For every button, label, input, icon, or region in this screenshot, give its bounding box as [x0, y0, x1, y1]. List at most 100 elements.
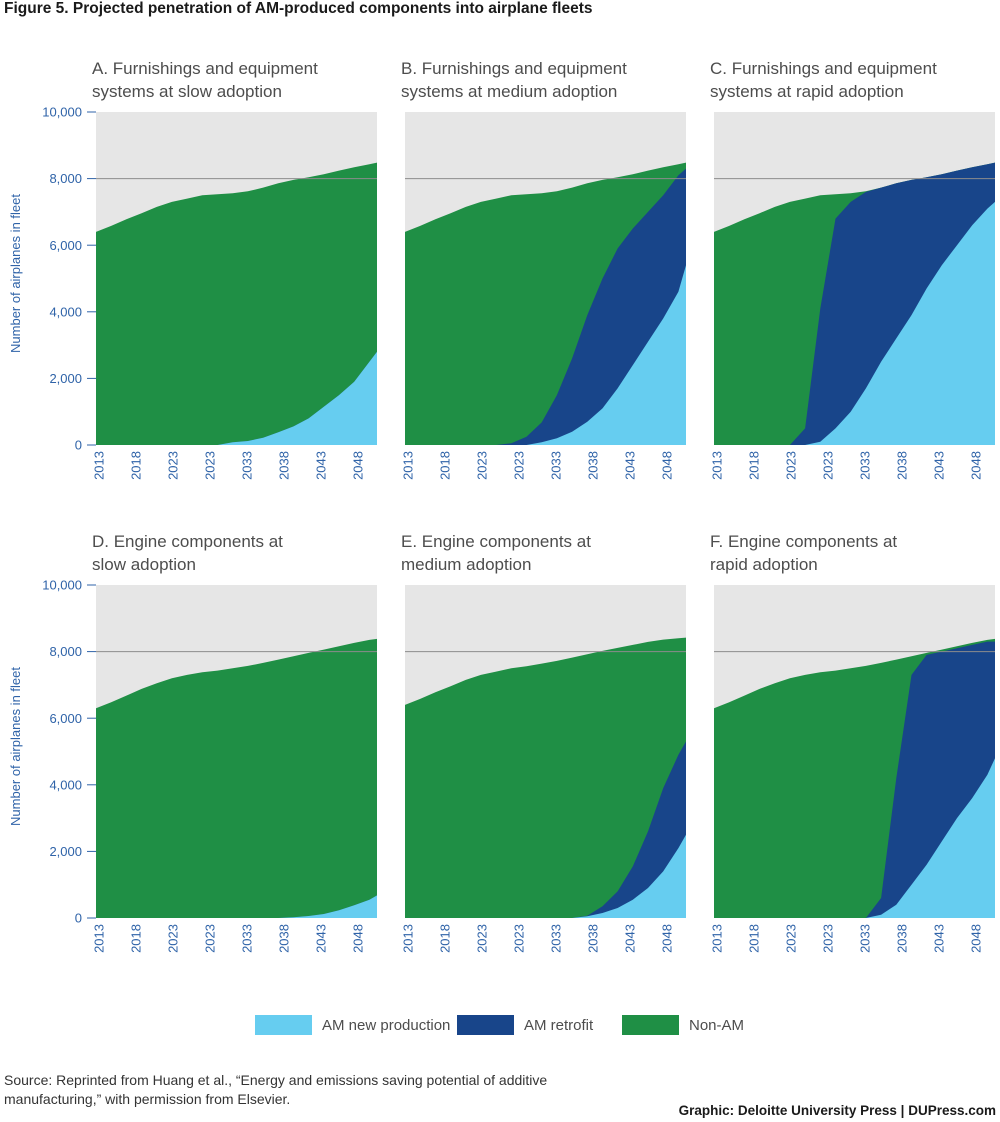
y-tick-label-d-5: 0	[75, 911, 82, 926]
panel-title-line-2-e: medium adoption	[401, 555, 531, 574]
legend-swatch-am-retrofit	[457, 1015, 514, 1035]
x-tick-label-f-5: 2038	[895, 924, 910, 953]
panel-title-line-1-f: F. Engine components at	[710, 532, 897, 551]
x-tick-label-d-4: 2033	[240, 924, 255, 953]
x-tick-label-e-7: 2048	[660, 924, 675, 953]
x-tick-label-c-3: 2023	[821, 451, 836, 480]
x-tick-label-b-5: 2038	[586, 451, 601, 480]
legend-swatch-am-new-production	[255, 1015, 312, 1035]
panel-c: C. Furnishings and equipment systems at r…	[710, 59, 995, 480]
x-tick-label-f-2: 2023	[784, 924, 799, 953]
series-non-am-area-d	[96, 638, 377, 918]
x-tick-label-d-7: 2048	[351, 924, 366, 953]
x-tick-label-a-1: 2018	[129, 451, 144, 480]
series-am-new-production-area-c	[714, 201, 995, 445]
x-tick-label-c-1: 2018	[747, 451, 762, 480]
panel-title-line-1-e: E. Engine components at	[401, 532, 591, 551]
y-tick-label-a-0: 10,000	[42, 105, 82, 120]
x-tick-label-f-6: 2043	[932, 924, 947, 953]
y-tick-label-d-2: 6,000	[49, 711, 82, 726]
x-tick-label-d-2: 2023	[166, 924, 181, 953]
legend-swatch-non-am	[622, 1015, 679, 1035]
panel-title-line-1-c: C. Furnishings and equipment	[710, 59, 937, 78]
x-tick-label-e-1: 2018	[438, 924, 453, 953]
source-note: Source: Reprinted from Huang et al., “En…	[4, 1072, 548, 1107]
panel-title-line-1-a: A. Furnishings and equipment	[92, 59, 318, 78]
chart-figure: A. Furnishings and equipment systems at s…	[8, 59, 995, 953]
x-tick-label-e-2: 2023	[475, 924, 490, 953]
x-tick-label-b-0: 2013	[401, 451, 416, 480]
panel-title-line-2-f: rapid adoption	[710, 555, 818, 574]
panel-e: E. Engine components at medium adoption 20…	[401, 532, 686, 953]
y-tick-label-d-0: 10,000	[42, 578, 82, 593]
series-am-new-production-area-e	[405, 834, 686, 918]
x-tick-label-a-0: 2013	[92, 451, 107, 480]
series-am-new-production-area-d	[96, 895, 377, 918]
x-tick-label-b-4: 2033	[549, 451, 564, 480]
x-tick-label-a-2: 2023	[166, 451, 181, 480]
series-non-am-area-e	[405, 637, 686, 918]
y-tick-label-a-4: 2,000	[49, 371, 82, 386]
panel-b: B. Furnishings and equipment systems at m…	[401, 59, 686, 480]
legend-item-am-new-production: AM new production	[255, 1013, 450, 1037]
x-tick-label-d-0: 2013	[92, 924, 107, 953]
y-tick-label-d-3: 4,000	[49, 777, 82, 792]
x-tick-label-f-4: 2033	[858, 924, 873, 953]
legend-label-am-new-production: AM new production	[322, 1016, 451, 1034]
legend-item-am-retrofit: AM retrofit	[457, 1013, 593, 1037]
y-tick-label-d-1: 8,000	[49, 644, 82, 659]
x-tick-label-c-6: 2043	[932, 451, 947, 480]
panel-title-line-2-b: systems at medium adoption	[401, 82, 617, 101]
y-tick-label-a-1: 8,000	[49, 171, 82, 186]
series-am-new-production-area-a	[96, 351, 377, 445]
x-tick-label-c-0: 2013	[710, 451, 725, 480]
panel-title-line-2-d: slow adoption	[92, 555, 196, 574]
x-tick-label-e-6: 2043	[623, 924, 638, 953]
x-tick-label-a-4: 2033	[240, 451, 255, 480]
series-am-retrofit-area-b	[405, 168, 686, 445]
x-tick-label-f-1: 2018	[747, 924, 762, 953]
x-tick-label-b-7: 2048	[660, 451, 675, 480]
panel-title-line-1-b: B. Furnishings and equipment	[401, 59, 627, 78]
x-tick-label-a-6: 2043	[314, 451, 329, 480]
x-tick-label-a-7: 2048	[351, 451, 366, 480]
x-tick-label-d-6: 2043	[314, 924, 329, 953]
x-tick-label-b-2: 2023	[475, 451, 490, 480]
x-tick-label-a-3: 2023	[203, 451, 218, 480]
panel-title-line-2-a: systems at slow adoption	[92, 82, 282, 101]
x-tick-label-e-0: 2013	[401, 924, 416, 953]
series-am-new-production-area-b	[405, 265, 686, 445]
x-tick-label-a-5: 2038	[277, 451, 292, 480]
y-tick-label-a-5: 0	[75, 438, 82, 453]
y-tick-label-a-2: 6,000	[49, 238, 82, 253]
x-tick-label-f-7: 2048	[969, 924, 984, 953]
y-axis-label-d: Number of airplanes in fleet	[8, 667, 23, 826]
panel-d: D. Engine components at slow adoption 2013…	[8, 532, 377, 953]
figure-title: Figure 5. Projected penetration of AM-pr…	[4, 0, 593, 17]
chart-legend: AM new production AM retrofit Non-AM	[0, 1013, 1000, 1037]
panel-f: F. Engine components at rapid adoption 201…	[710, 532, 995, 953]
panel-title-line-2-c: systems at rapid adoption	[710, 82, 904, 101]
x-tick-label-c-2: 2023	[784, 451, 799, 480]
x-tick-label-e-5: 2038	[586, 924, 601, 953]
x-tick-label-b-3: 2023	[512, 451, 527, 480]
x-tick-label-c-7: 2048	[969, 451, 984, 480]
panel-a: A. Furnishings and equipment systems at s…	[8, 59, 377, 480]
y-tick-label-a-3: 4,000	[49, 304, 82, 319]
legend-label-non-am: Non-AM	[689, 1016, 745, 1034]
x-tick-label-b-6: 2043	[623, 451, 638, 480]
series-am-retrofit-area-f	[714, 641, 995, 918]
y-tick-label-d-4: 2,000	[49, 844, 82, 859]
x-tick-label-e-3: 2023	[512, 924, 527, 953]
x-tick-label-f-0: 2013	[710, 924, 725, 953]
graphic-credit: Graphic: Deloitte University Press | DUP…	[678, 1103, 996, 1118]
x-tick-label-e-4: 2033	[549, 924, 564, 953]
x-tick-label-b-1: 2018	[438, 451, 453, 480]
x-tick-label-c-4: 2033	[858, 451, 873, 480]
x-tick-label-d-3: 2023	[203, 924, 218, 953]
x-tick-label-d-1: 2018	[129, 924, 144, 953]
series-am-new-production-area-f	[714, 758, 995, 918]
legend-item-non-am: Non-AM	[622, 1013, 744, 1037]
x-tick-label-d-5: 2038	[277, 924, 292, 953]
series-non-am-area-a	[96, 162, 377, 445]
